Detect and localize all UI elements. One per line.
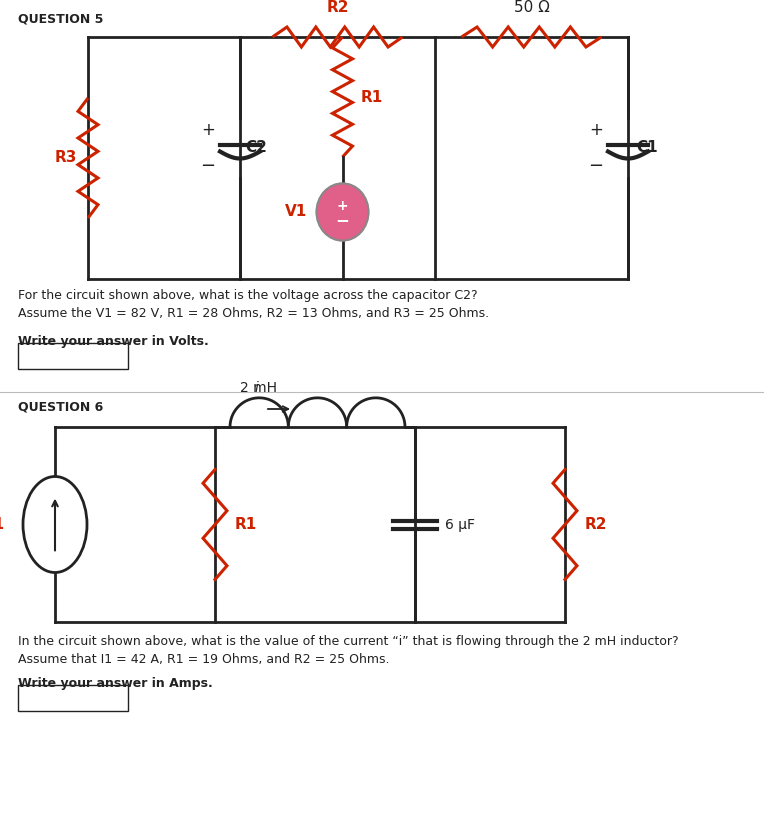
- FancyBboxPatch shape: [18, 685, 128, 711]
- Ellipse shape: [23, 476, 87, 572]
- Text: QUESTION 5: QUESTION 5: [18, 12, 103, 25]
- Text: QUESTION 6: QUESTION 6: [18, 400, 103, 413]
- Text: R1: R1: [235, 517, 257, 532]
- Text: 2 mH: 2 mH: [240, 381, 277, 395]
- Text: +: +: [201, 121, 215, 139]
- FancyBboxPatch shape: [18, 343, 128, 369]
- Text: i: i: [255, 381, 259, 395]
- Text: R3: R3: [55, 151, 77, 165]
- Ellipse shape: [316, 184, 368, 241]
- Text: Write your answer in Volts.: Write your answer in Volts.: [18, 335, 209, 348]
- Text: 6 μF: 6 μF: [445, 518, 475, 532]
- Text: C2: C2: [245, 141, 267, 155]
- Text: −: −: [588, 157, 603, 175]
- Text: V1: V1: [285, 204, 307, 219]
- Text: R2: R2: [585, 517, 607, 532]
- Text: 50 Ω: 50 Ω: [513, 0, 549, 15]
- Text: −: −: [200, 157, 215, 175]
- Text: +: +: [337, 199, 348, 213]
- Text: C1: C1: [636, 141, 658, 155]
- Text: Write your answer in Amps.: Write your answer in Amps.: [18, 677, 212, 690]
- Text: +: +: [589, 121, 603, 139]
- Text: For the circuit shown above, what is the voltage across the capacitor C2?: For the circuit shown above, what is the…: [18, 289, 478, 302]
- Text: R2: R2: [326, 0, 348, 15]
- Text: −: −: [335, 211, 349, 229]
- Text: In the circuit shown above, what is the value of the current “i” that is flowing: In the circuit shown above, what is the …: [18, 635, 678, 648]
- Text: Assume the V1 = 82 V, R1 = 28 Ohms, R2 = 13 Ohms, and R3 = 25 Ohms.: Assume the V1 = 82 V, R1 = 28 Ohms, R2 =…: [18, 307, 489, 320]
- Text: Assume that I1 = 42 A, R1 = 19 Ohms, and R2 = 25 Ohms.: Assume that I1 = 42 A, R1 = 19 Ohms, and…: [18, 653, 390, 666]
- Text: I1: I1: [0, 517, 5, 532]
- Text: R1: R1: [361, 89, 383, 104]
